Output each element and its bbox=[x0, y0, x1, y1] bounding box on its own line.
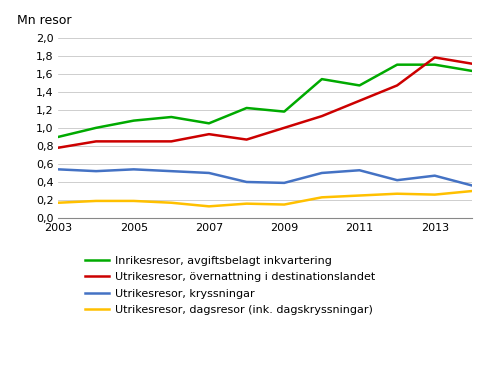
Line: Utrikesresor, kryssningar: Utrikesresor, kryssningar bbox=[58, 169, 472, 186]
Inrikesresor, avgiftsbelagt inkvartering bbox=[469, 69, 475, 73]
Inrikesresor, avgiftsbelagt inkvartering bbox=[56, 135, 61, 139]
Utrikesresor, kryssningar bbox=[281, 180, 287, 185]
Utrikesresor, övernattning i destinationslandet bbox=[131, 139, 137, 144]
Utrikesresor, övernattning i destinationslandet bbox=[206, 132, 212, 136]
Text: Mn resor: Mn resor bbox=[17, 14, 72, 27]
Inrikesresor, avgiftsbelagt inkvartering bbox=[356, 83, 362, 88]
Utrikesresor, kryssningar bbox=[56, 167, 61, 171]
Utrikesresor, kryssningar bbox=[432, 173, 438, 178]
Utrikesresor, kryssningar bbox=[244, 180, 249, 184]
Legend: Inrikesresor, avgiftsbelagt inkvartering, Utrikesresor, övernattning i destinati: Inrikesresor, avgiftsbelagt inkvartering… bbox=[85, 256, 375, 315]
Utrikesresor, kryssningar bbox=[356, 168, 362, 173]
Utrikesresor, kryssningar bbox=[93, 169, 99, 173]
Utrikesresor, kryssningar bbox=[206, 171, 212, 175]
Utrikesresor, övernattning i destinationslandet bbox=[244, 137, 249, 142]
Utrikesresor, kryssningar bbox=[169, 169, 174, 173]
Inrikesresor, avgiftsbelagt inkvartering bbox=[169, 115, 174, 119]
Utrikesresor, dagsresor (ink. dagskryssningar) bbox=[206, 204, 212, 209]
Utrikesresor, dagsresor (ink. dagskryssningar) bbox=[319, 195, 325, 200]
Utrikesresor, övernattning i destinationslandet bbox=[319, 114, 325, 118]
Inrikesresor, avgiftsbelagt inkvartering bbox=[394, 62, 400, 67]
Line: Utrikesresor, dagsresor (ink. dagskryssningar): Utrikesresor, dagsresor (ink. dagskryssn… bbox=[58, 191, 472, 206]
Utrikesresor, dagsresor (ink. dagskryssningar) bbox=[469, 189, 475, 193]
Utrikesresor, dagsresor (ink. dagskryssningar) bbox=[169, 200, 174, 205]
Utrikesresor, kryssningar bbox=[394, 178, 400, 182]
Inrikesresor, avgiftsbelagt inkvartering bbox=[206, 121, 212, 126]
Utrikesresor, övernattning i destinationslandet bbox=[432, 55, 438, 60]
Utrikesresor, dagsresor (ink. dagskryssningar) bbox=[394, 191, 400, 196]
Inrikesresor, avgiftsbelagt inkvartering bbox=[131, 118, 137, 123]
Utrikesresor, övernattning i destinationslandet bbox=[169, 139, 174, 144]
Utrikesresor, dagsresor (ink. dagskryssningar) bbox=[356, 193, 362, 198]
Utrikesresor, övernattning i destinationslandet bbox=[394, 83, 400, 88]
Inrikesresor, avgiftsbelagt inkvartering bbox=[319, 77, 325, 81]
Utrikesresor, kryssningar bbox=[469, 183, 475, 188]
Utrikesresor, dagsresor (ink. dagskryssningar) bbox=[281, 202, 287, 207]
Utrikesresor, kryssningar bbox=[131, 167, 137, 171]
Utrikesresor, dagsresor (ink. dagskryssningar) bbox=[56, 200, 61, 205]
Utrikesresor, dagsresor (ink. dagskryssningar) bbox=[131, 199, 137, 203]
Utrikesresor, dagsresor (ink. dagskryssningar) bbox=[432, 193, 438, 197]
Utrikesresor, kryssningar bbox=[319, 171, 325, 175]
Line: Utrikesresor, övernattning i destinationslandet: Utrikesresor, övernattning i destination… bbox=[58, 58, 472, 148]
Utrikesresor, övernattning i destinationslandet bbox=[281, 126, 287, 130]
Line: Inrikesresor, avgiftsbelagt inkvartering: Inrikesresor, avgiftsbelagt inkvartering bbox=[58, 65, 472, 137]
Utrikesresor, övernattning i destinationslandet bbox=[469, 62, 475, 66]
Inrikesresor, avgiftsbelagt inkvartering bbox=[281, 109, 287, 114]
Utrikesresor, dagsresor (ink. dagskryssningar) bbox=[244, 202, 249, 206]
Utrikesresor, dagsresor (ink. dagskryssningar) bbox=[93, 199, 99, 203]
Inrikesresor, avgiftsbelagt inkvartering bbox=[93, 126, 99, 130]
Utrikesresor, övernattning i destinationslandet bbox=[93, 139, 99, 144]
Inrikesresor, avgiftsbelagt inkvartering bbox=[432, 62, 438, 67]
Inrikesresor, avgiftsbelagt inkvartering bbox=[244, 106, 249, 110]
Utrikesresor, övernattning i destinationslandet bbox=[356, 99, 362, 103]
Utrikesresor, övernattning i destinationslandet bbox=[56, 146, 61, 150]
